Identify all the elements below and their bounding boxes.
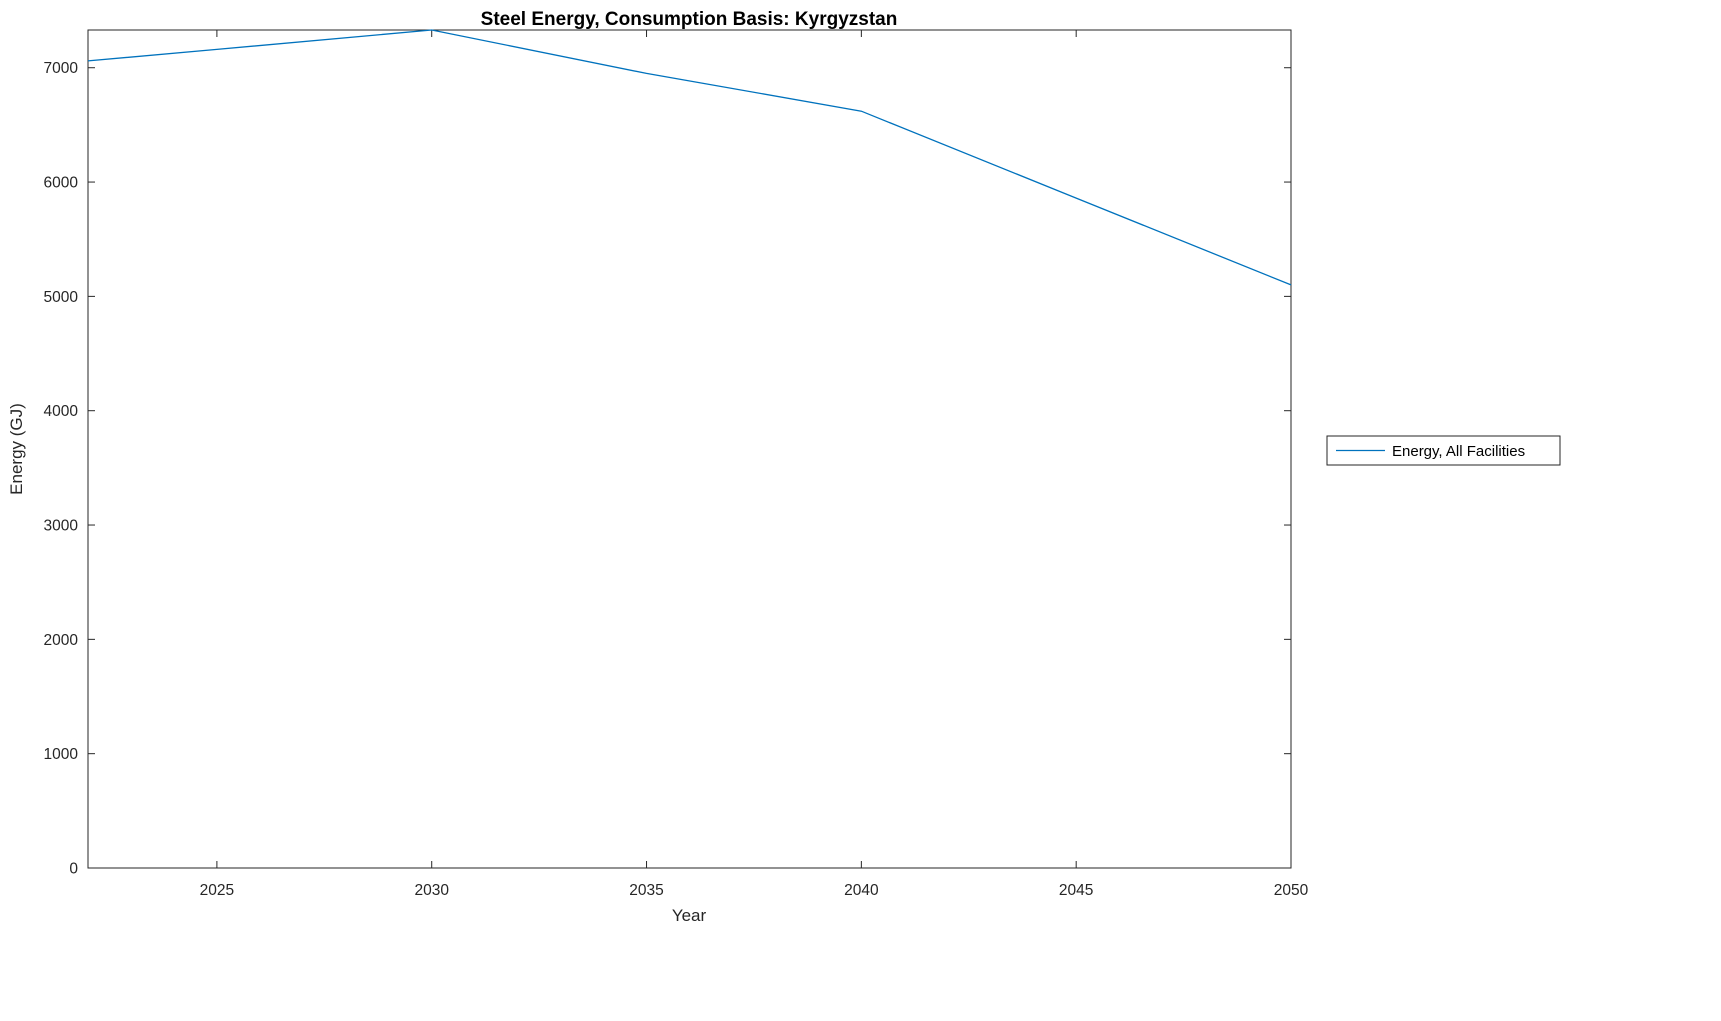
y-tick-label: 0 [69, 861, 78, 878]
x-axis-label: Year [672, 906, 707, 925]
x-tick-label: 2045 [1059, 882, 1093, 899]
y-tick-label: 7000 [44, 60, 79, 77]
y-tick-label: 4000 [44, 403, 79, 420]
x-tick-label: 2030 [414, 882, 449, 899]
y-tick-label: 5000 [44, 289, 79, 306]
y-tick-label: 2000 [44, 632, 79, 649]
y-tick-label: 6000 [44, 175, 79, 192]
y-tick-label: 1000 [44, 746, 79, 763]
chart-title: Steel Energy, Consumption Basis: Kyrgyzs… [481, 9, 898, 30]
y-tick-label: 3000 [44, 518, 79, 535]
plot-border [87, 29, 1292, 869]
series-line-energy-all-facilities [87, 29, 1292, 286]
x-tick-label: 2050 [1274, 882, 1309, 899]
x-tick-label: 2035 [629, 882, 663, 899]
legend: Energy, All Facilities [1326, 435, 1561, 466]
legend-entry-label: Energy, All Facilities [1392, 443, 1525, 460]
y-axis-label: Energy (GJ) [7, 403, 26, 495]
x-tick-label: 2025 [200, 882, 234, 899]
x-tick-label: 2040 [844, 882, 879, 899]
plot-area: 2025 2030 2035 2040 2045 2050 0 1000 2000 3000 400… [44, 29, 1309, 899]
